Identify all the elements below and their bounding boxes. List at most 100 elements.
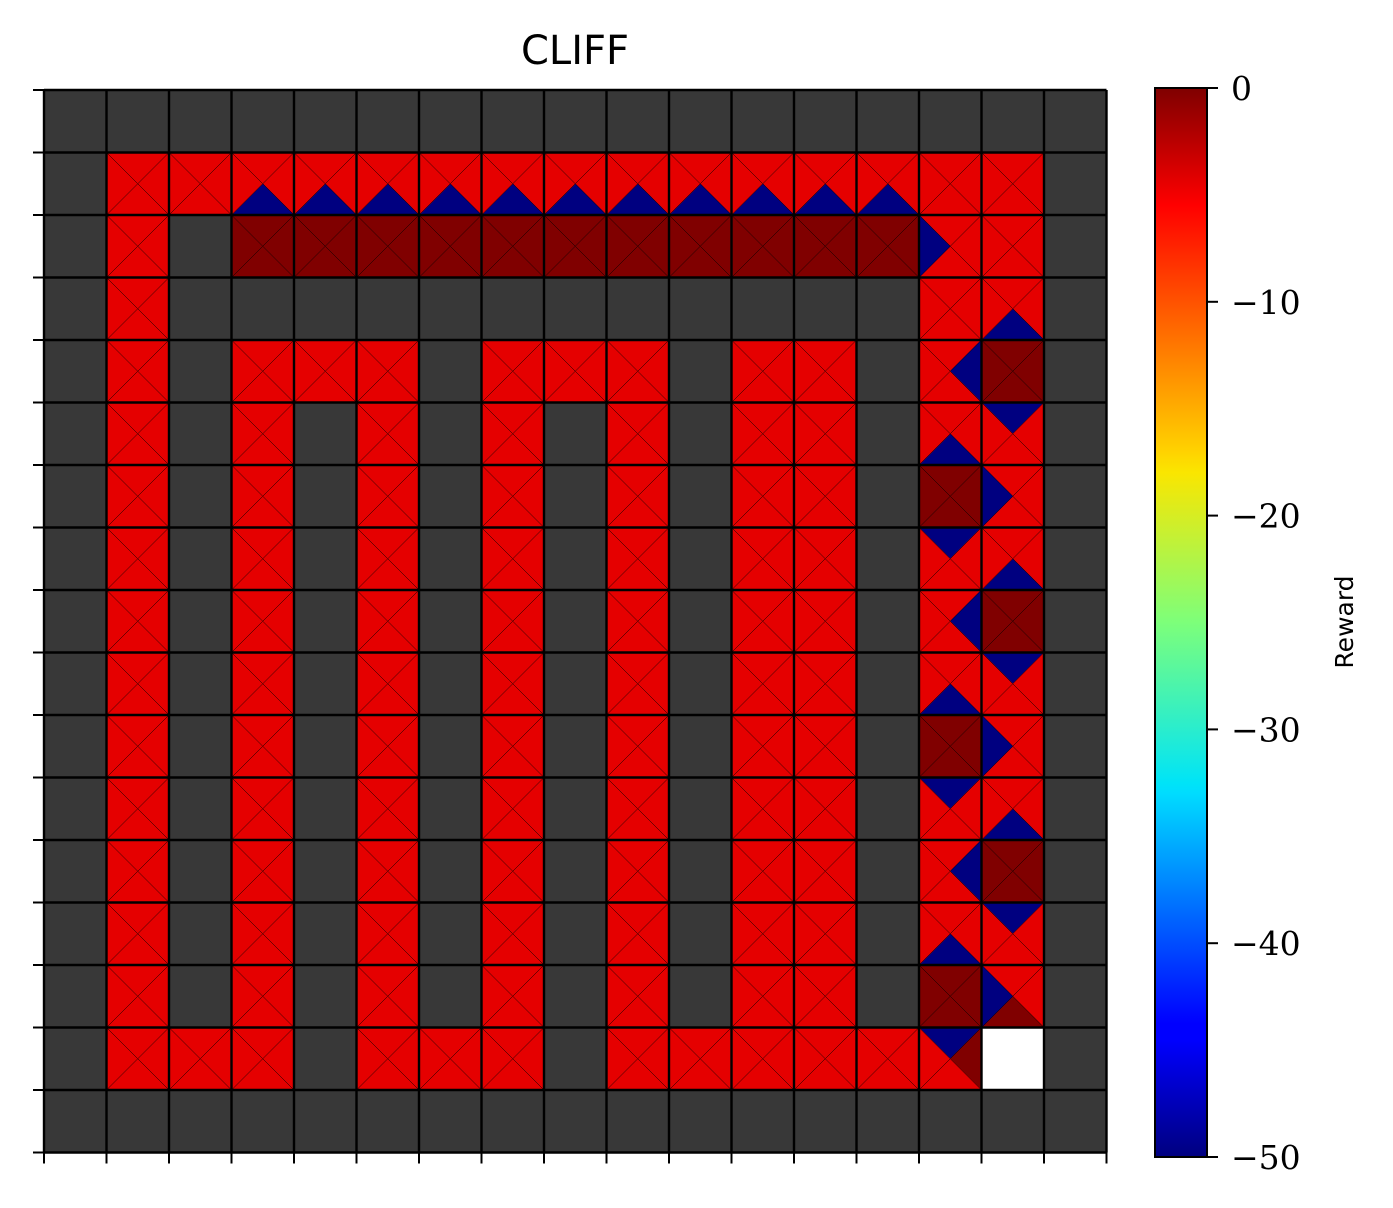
wall-cell-r3-c2	[169, 277, 232, 340]
cell-diagonal	[356, 589, 420, 653]
cell-diagonal	[731, 339, 795, 403]
cell-diagonal	[481, 652, 545, 716]
cell-diagonal	[606, 964, 670, 1028]
wall-cell-r3-c16	[1044, 277, 1107, 340]
cell-diagonal	[356, 152, 420, 216]
wall-cell-r11-c10	[669, 777, 732, 840]
wall-cell-r7-c8	[544, 527, 607, 590]
state-cell-r9-c9	[605, 651, 670, 716]
state-cell-r2-c14	[918, 214, 983, 279]
cell-diagonal	[543, 152, 607, 216]
state-cell-r8-c5	[355, 589, 420, 654]
cell-diagonal	[793, 339, 857, 403]
state-cell-r13-c7	[480, 901, 545, 966]
wall-cell-r0-c15	[981, 90, 1044, 153]
state-cell-r11-c7	[480, 776, 545, 841]
state-cell-r8-c7	[480, 589, 545, 654]
wall-cell-r15-c4	[294, 1027, 357, 1090]
cell-diagonal	[793, 464, 857, 528]
state-cell-r11-c11	[730, 776, 795, 841]
cell-diagonal	[731, 464, 795, 528]
state-cell-r9-c12	[793, 651, 858, 716]
wall-cell-r0-c4	[294, 90, 357, 153]
cell-diagonal	[356, 1027, 420, 1091]
state-cell-r1-c12	[793, 151, 858, 216]
wall-cell-r10-c13	[856, 715, 919, 778]
cell-diagonal	[981, 464, 1045, 528]
state-cell-r2-c13	[855, 214, 920, 279]
wall-cell-r0-c1	[106, 90, 169, 153]
state-cell-r15-c1	[105, 1026, 170, 1091]
cell-diagonal	[918, 652, 982, 716]
state-cell-r5-c7	[480, 401, 545, 466]
wall-cell-r16-c3	[231, 1090, 294, 1153]
cell-diagonal	[793, 152, 857, 216]
wall-cell-r6-c10	[669, 465, 732, 528]
state-cell-r2-c10	[668, 214, 733, 279]
cell-diagonal	[481, 777, 545, 841]
wall-cell-r16-c9	[606, 1090, 669, 1153]
wall-cell-r16-c8	[544, 1090, 607, 1153]
state-cell-r6-c9	[605, 464, 670, 529]
colorbar-tick-label: −30	[1231, 710, 1301, 749]
colorbar-ticks: 0 −10 −20 −30 −40 −50	[1207, 69, 1301, 1177]
state-cell-r10-c1	[105, 714, 170, 779]
state-cell-r13-c14	[918, 901, 983, 966]
wall-cell-r4-c13	[856, 340, 919, 403]
cell-diagonal	[918, 839, 982, 903]
wall-cell-r9-c2	[169, 652, 232, 715]
wall-cell-r11-c6	[419, 777, 482, 840]
grid-world	[42, 88, 1108, 1154]
wall-cell-r7-c10	[669, 527, 732, 590]
cell-diagonal	[293, 152, 357, 216]
wall-cell-r3-c10	[669, 277, 732, 340]
state-cell-r6-c12	[793, 464, 858, 529]
state-cell-r8-c11	[730, 589, 795, 654]
cell-diagonal	[731, 652, 795, 716]
cell-diagonal	[543, 339, 607, 403]
state-cell-r15-c9	[605, 1026, 670, 1091]
state-cell-r14-c9	[605, 964, 670, 1029]
state-cell-r2-c12	[793, 214, 858, 279]
state-cell-r7-c3	[230, 526, 295, 591]
wall-cell-r3-c3	[231, 277, 294, 340]
cell-diagonal	[481, 839, 545, 903]
state-cell-r15-c13	[855, 1026, 920, 1091]
cell-diagonal	[231, 902, 295, 966]
wall-cell-r13-c0	[44, 902, 107, 965]
wall-cell-r3-c7	[481, 277, 544, 340]
state-cell-r9-c14	[918, 651, 983, 716]
state-cell-r9-c1	[105, 651, 170, 716]
state-cell-r4-c8	[543, 339, 608, 404]
cell-diagonal	[106, 214, 170, 278]
wall-cell-r3-c13	[856, 277, 919, 340]
state-cell-r12-c9	[605, 839, 670, 904]
cell-diagonal	[918, 589, 982, 653]
wall-cell-r9-c6	[419, 652, 482, 715]
cell-diagonal	[543, 214, 607, 278]
wall-cell-r5-c2	[169, 402, 232, 465]
state-cell-r11-c14	[918, 776, 983, 841]
cell-diagonal	[106, 339, 170, 403]
wall-cell-r6-c13	[856, 465, 919, 528]
wall-cell-r15-c0	[44, 1027, 107, 1090]
state-cell-r13-c5	[355, 901, 420, 966]
cell-diagonal	[231, 652, 295, 716]
cell-diagonal	[918, 214, 982, 278]
wall-cell-r10-c2	[169, 715, 232, 778]
cell-diagonal	[481, 152, 545, 216]
state-cell-r11-c9	[605, 776, 670, 841]
state-cell-r8-c15	[980, 589, 1045, 654]
state-cell-r11-c12	[793, 776, 858, 841]
state-cell-r14-c11	[730, 964, 795, 1029]
state-cell-r15-c7	[480, 1026, 545, 1091]
cell-diagonal	[981, 964, 1045, 1028]
cell-diagonal	[793, 839, 857, 903]
wall-cell-r5-c10	[669, 402, 732, 465]
cell-diagonal	[606, 589, 670, 653]
state-cell-r7-c1	[105, 526, 170, 591]
cell-diagonal	[606, 714, 670, 778]
state-cell-r15-c6	[418, 1026, 483, 1091]
cell-diagonal	[418, 214, 482, 278]
